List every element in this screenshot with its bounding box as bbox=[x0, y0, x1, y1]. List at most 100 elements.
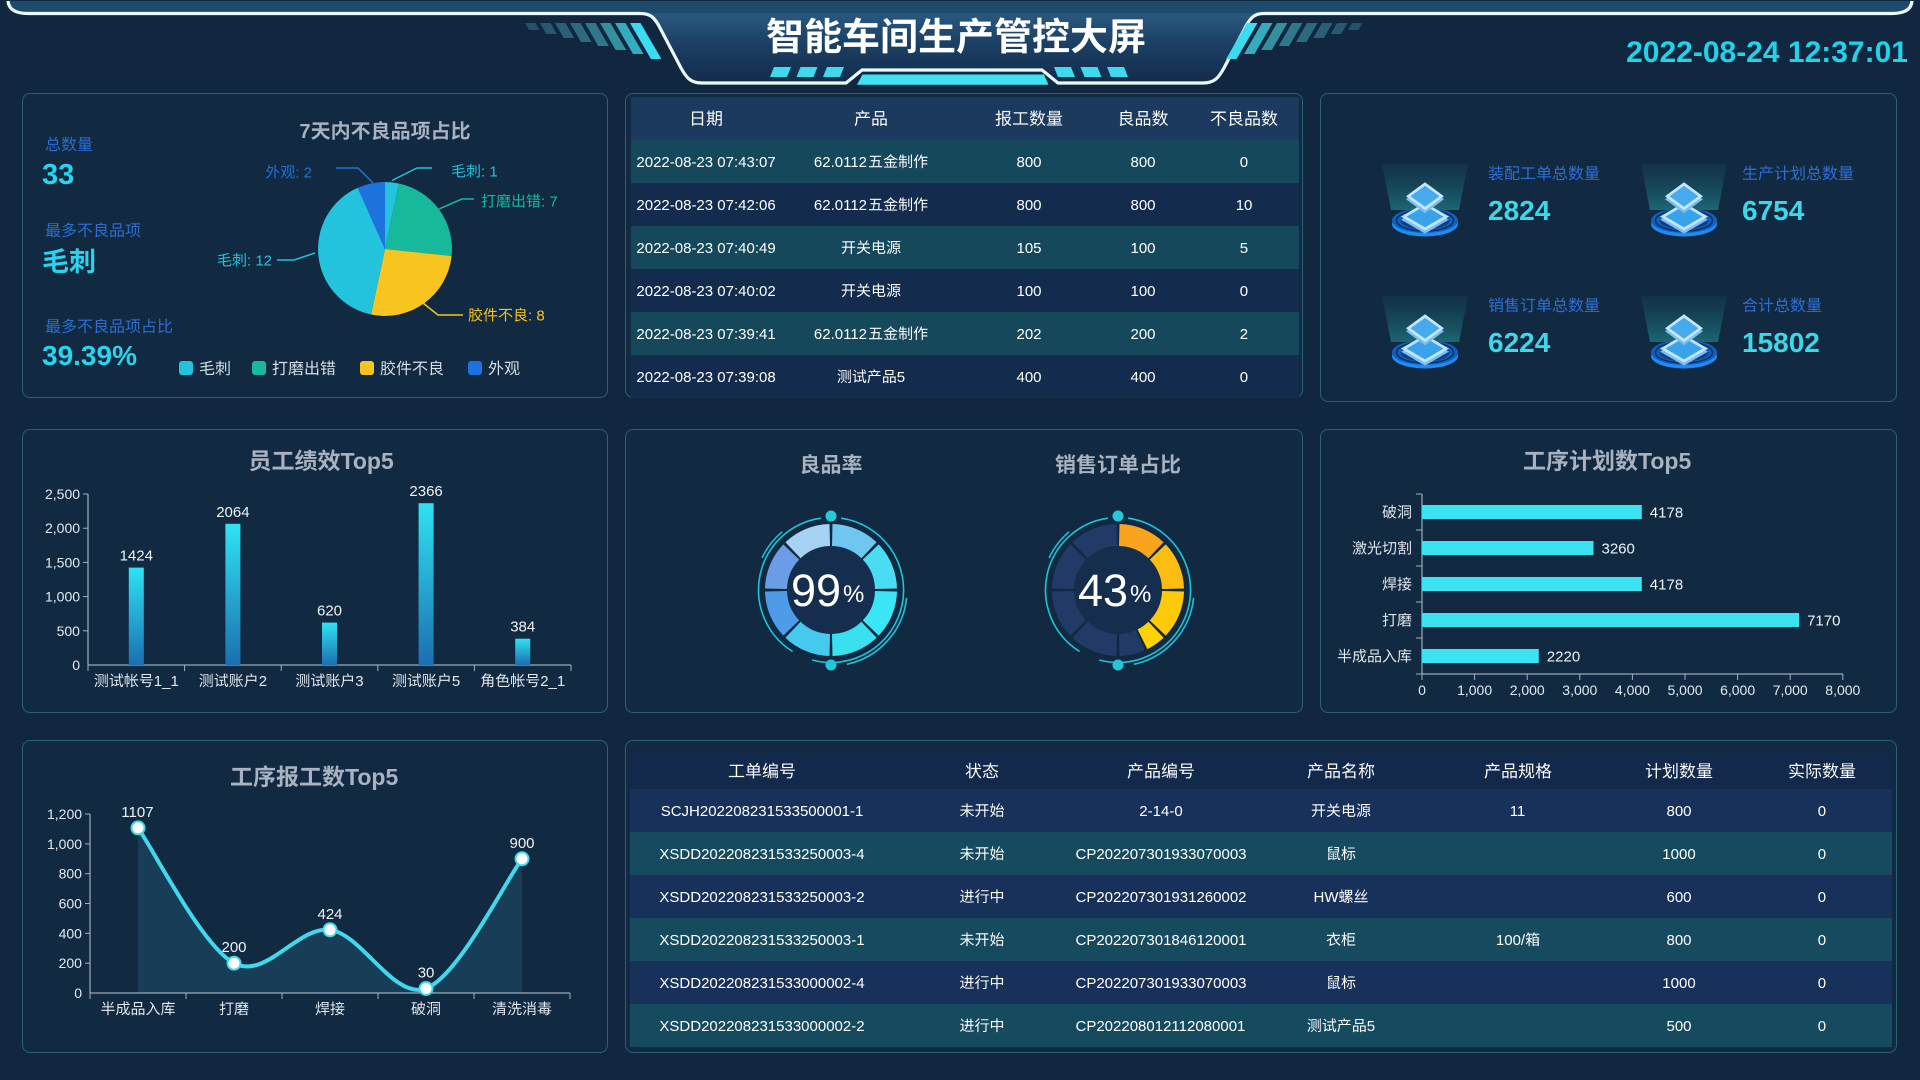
svg-text:10: 10 bbox=[1236, 197, 1253, 214]
svg-text:2,500: 2,500 bbox=[45, 486, 80, 502]
svg-text:5: 5 bbox=[1240, 240, 1248, 257]
svg-text:800: 800 bbox=[1131, 197, 1156, 214]
svg-text:30: 30 bbox=[418, 965, 435, 982]
svg-text:XSDD202208231533250003-2: XSDD202208231533250003-2 bbox=[659, 889, 864, 906]
svg-text:800: 800 bbox=[1017, 197, 1042, 214]
svg-text:384: 384 bbox=[510, 619, 535, 636]
svg-text:800: 800 bbox=[1667, 932, 1692, 949]
svg-text:3260: 3260 bbox=[1602, 540, 1635, 557]
svg-text:62.0112: 62.0112 bbox=[814, 197, 867, 214]
svg-text:%: % bbox=[1130, 581, 1151, 608]
svg-text:39.39%: 39.39% bbox=[42, 340, 137, 371]
svg-text:15802: 15802 bbox=[1742, 327, 1820, 358]
svg-text:6754: 6754 bbox=[1742, 195, 1805, 226]
svg-text:2: 2 bbox=[1240, 326, 1248, 343]
svg-text:43: 43 bbox=[1078, 565, 1128, 616]
svg-text:: 12: : 12 bbox=[247, 252, 272, 269]
svg-text:0: 0 bbox=[1418, 682, 1426, 698]
svg-text:600: 600 bbox=[1667, 889, 1692, 906]
svg-text:5: 5 bbox=[1367, 1018, 1375, 1035]
svg-text:0: 0 bbox=[1818, 1018, 1826, 1035]
svg-text:SCJH202208231533500001-1: SCJH202208231533500001-1 bbox=[661, 803, 864, 820]
svg-text:Top5: Top5 bbox=[345, 764, 398, 790]
svg-text:CP202208012112080001: CP202208012112080001 bbox=[1076, 1018, 1246, 1035]
svg-text:400: 400 bbox=[1131, 369, 1156, 386]
svg-text:CP202207301933070003: CP202207301933070003 bbox=[1076, 975, 1247, 992]
svg-text:6,000: 6,000 bbox=[1720, 682, 1755, 698]
svg-text:2064: 2064 bbox=[216, 504, 249, 521]
svg-text:100: 100 bbox=[1131, 283, 1156, 300]
svg-text:1,000: 1,000 bbox=[1457, 682, 1492, 698]
svg-text:200: 200 bbox=[1131, 326, 1156, 343]
svg-text:2022-08-23 07:42:06: 2022-08-23 07:42:06 bbox=[636, 197, 775, 214]
svg-text:1107: 1107 bbox=[121, 804, 153, 821]
svg-text:2022-08-23 07:43:07: 2022-08-23 07:43:07 bbox=[636, 154, 775, 171]
svg-text:0: 0 bbox=[72, 657, 80, 673]
svg-text:2220: 2220 bbox=[1547, 648, 1580, 665]
svg-text:800: 800 bbox=[1667, 803, 1692, 820]
svg-text:500: 500 bbox=[1667, 1018, 1692, 1035]
svg-text:7,000: 7,000 bbox=[1773, 682, 1808, 698]
svg-text:620: 620 bbox=[317, 603, 342, 620]
svg-text:800: 800 bbox=[1131, 154, 1156, 171]
svg-text:100: 100 bbox=[1131, 240, 1156, 257]
svg-text:0: 0 bbox=[1240, 154, 1248, 171]
svg-text:800: 800 bbox=[1017, 154, 1042, 171]
svg-text:: 8: : 8 bbox=[528, 307, 545, 324]
svg-text:1,500: 1,500 bbox=[45, 554, 80, 570]
svg-text:2022-08-24 12:37:01: 2022-08-24 12:37:01 bbox=[1626, 36, 1908, 69]
svg-text:: 7: : 7 bbox=[541, 193, 558, 210]
svg-text:2366: 2366 bbox=[409, 483, 442, 500]
svg-text:HW: HW bbox=[1314, 889, 1340, 906]
svg-text:CP202207301931260002: CP202207301931260002 bbox=[1076, 889, 1247, 906]
svg-text:200: 200 bbox=[59, 955, 83, 971]
svg-text:4178: 4178 bbox=[1650, 576, 1683, 593]
svg-text:: 1: : 1 bbox=[481, 163, 498, 180]
svg-text:3: 3 bbox=[355, 673, 363, 690]
svg-text:2_1: 2_1 bbox=[540, 673, 565, 690]
svg-text:62.0112: 62.0112 bbox=[814, 326, 867, 343]
svg-text:400: 400 bbox=[1017, 369, 1042, 386]
svg-text:0: 0 bbox=[1240, 369, 1248, 386]
svg-text:XSDD202208231533250003-1: XSDD202208231533250003-1 bbox=[659, 932, 864, 949]
svg-text:5,000: 5,000 bbox=[1668, 682, 1703, 698]
svg-text:7: 7 bbox=[299, 121, 310, 143]
svg-text:900: 900 bbox=[510, 835, 535, 852]
svg-text:1000: 1000 bbox=[1662, 846, 1695, 863]
svg-text:5: 5 bbox=[452, 673, 460, 690]
svg-text:99: 99 bbox=[791, 565, 841, 616]
svg-text:8,000: 8,000 bbox=[1825, 682, 1860, 698]
svg-text:62.0112: 62.0112 bbox=[814, 154, 867, 171]
svg-text:7170: 7170 bbox=[1807, 612, 1840, 629]
svg-text:Top5: Top5 bbox=[1638, 448, 1691, 474]
svg-text:0: 0 bbox=[1818, 932, 1826, 949]
svg-text:0: 0 bbox=[1240, 283, 1248, 300]
svg-text:200: 200 bbox=[222, 939, 247, 956]
svg-text:2022-08-23 07:40:02: 2022-08-23 07:40:02 bbox=[636, 283, 775, 300]
svg-text:1_1: 1_1 bbox=[154, 673, 179, 690]
svg-text:XSDD202208231533000002-2: XSDD202208231533000002-2 bbox=[659, 1018, 864, 1035]
svg-text:424: 424 bbox=[318, 906, 343, 923]
svg-text:CP202207301933070003: CP202207301933070003 bbox=[1076, 846, 1247, 863]
svg-text:0: 0 bbox=[1818, 803, 1826, 820]
svg-text:3,000: 3,000 bbox=[1562, 682, 1597, 698]
svg-text:0: 0 bbox=[1818, 975, 1826, 992]
svg-text:2-14-0: 2-14-0 bbox=[1139, 803, 1182, 820]
svg-text:XSDD202208231533000002-4: XSDD202208231533000002-4 bbox=[659, 975, 864, 992]
svg-text:6224: 6224 bbox=[1488, 327, 1551, 358]
svg-text:1,000: 1,000 bbox=[47, 836, 82, 852]
svg-text:105: 105 bbox=[1017, 240, 1042, 257]
svg-text:5: 5 bbox=[897, 369, 905, 386]
svg-text:33: 33 bbox=[42, 159, 74, 191]
svg-text:4178: 4178 bbox=[1650, 504, 1683, 521]
svg-text:2022-08-23 07:39:41: 2022-08-23 07:39:41 bbox=[636, 326, 775, 343]
svg-text:2824: 2824 bbox=[1488, 195, 1551, 226]
svg-text:0: 0 bbox=[74, 985, 82, 1001]
svg-text:600: 600 bbox=[59, 896, 83, 912]
svg-text:100/: 100/ bbox=[1496, 932, 1526, 949]
svg-text:1,000: 1,000 bbox=[45, 589, 80, 605]
svg-text:0: 0 bbox=[1818, 846, 1826, 863]
svg-text:2,000: 2,000 bbox=[1510, 682, 1545, 698]
svg-text:2022-08-23 07:39:08: 2022-08-23 07:39:08 bbox=[636, 369, 775, 386]
svg-text:11: 11 bbox=[1510, 803, 1526, 820]
